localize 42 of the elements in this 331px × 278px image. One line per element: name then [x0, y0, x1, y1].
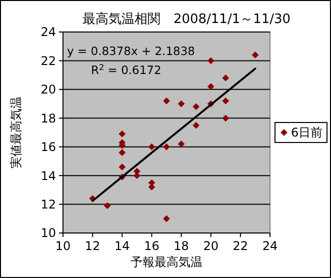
- x-tick-label: 10: [55, 239, 71, 253]
- y-tick-label: 18: [40, 111, 56, 126]
- annotation: R$^{2}$ = 0.6172: [91, 62, 162, 77]
- point: [163, 215, 170, 222]
- x-tick-label: 22: [232, 239, 248, 253]
- point: [207, 83, 214, 90]
- point: [207, 57, 214, 64]
- point: [163, 143, 170, 150]
- point: [192, 103, 200, 110]
- point: [118, 130, 126, 138]
- point: [222, 114, 230, 122]
- x-axis-title: 予報最高気温: [130, 255, 202, 269]
- point: [178, 100, 185, 108]
- point: [163, 97, 170, 104]
- y-tick-label: 20: [40, 82, 56, 97]
- point: [222, 74, 230, 82]
- point: [148, 184, 156, 190]
- x-tick-label: 16: [144, 239, 160, 253]
- legend-label: 6日前: [291, 126, 323, 140]
- point: [118, 164, 126, 170]
- chart-title: 最高気温相関 2008/11/1～11/30: [82, 11, 291, 27]
- x-tick-label: 18: [174, 239, 189, 253]
- y-tick-label: 16: [40, 140, 56, 154]
- x-tick-label: 24: [262, 239, 278, 253]
- y-tick-label: 14: [40, 168, 56, 183]
- y-tick-label: 10: [40, 226, 56, 240]
- y-tick-label: 24: [40, 25, 56, 40]
- point: [148, 143, 156, 150]
- point: [134, 172, 140, 179]
- point: [178, 140, 185, 148]
- y-tick-label: 22: [40, 54, 56, 68]
- x-tick-label: 12: [84, 239, 100, 253]
- y-axis-title: 実値最高気温: [9, 96, 23, 168]
- point: [118, 149, 126, 156]
- point: [252, 52, 259, 58]
- x-tick-label: 20: [203, 239, 218, 253]
- point: [192, 122, 200, 129]
- point: [104, 202, 111, 210]
- x-tick-label: 14: [114, 239, 130, 253]
- annotation: y = 0.8378x + 2.1838: [67, 44, 195, 58]
- point: [222, 97, 230, 104]
- y-tick-label: 12: [40, 197, 56, 212]
